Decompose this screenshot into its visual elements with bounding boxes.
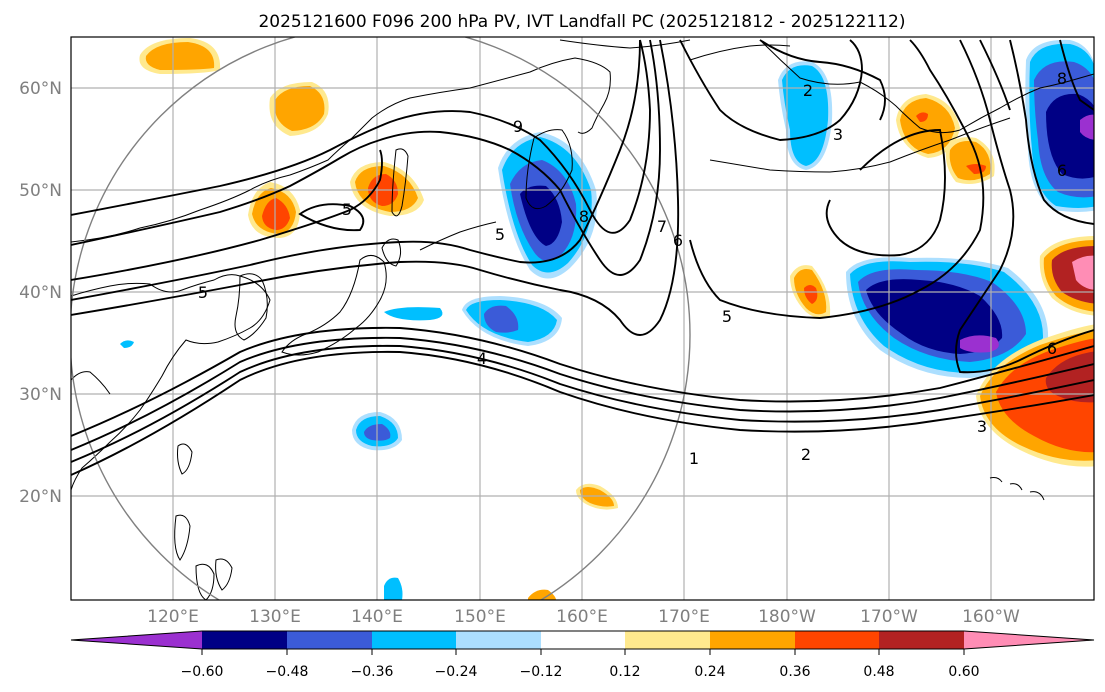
colorbar-tick: 0.60	[948, 664, 979, 680]
pv-contours	[71, 39, 1094, 476]
contour-label: 5	[495, 225, 505, 244]
colorbar-segment	[456, 631, 541, 649]
colorbar-segment	[625, 631, 710, 649]
contour-label: 3	[977, 417, 987, 436]
colorbar-segment	[287, 631, 372, 649]
colorbar-tick: 0.36	[779, 664, 810, 680]
anomaly-blob	[384, 577, 403, 600]
colorbar-tick: 0.24	[694, 664, 725, 680]
lon-label: 150°E	[454, 607, 506, 627]
contour-label: 5	[198, 283, 208, 302]
colorbar-tick: 0.12	[609, 664, 640, 680]
anomaly-blob	[274, 86, 325, 131]
colorbar-segment	[710, 631, 795, 649]
colorbar-segment	[71, 631, 202, 649]
anomaly-blob	[1072, 255, 1094, 290]
contour-label: 8	[579, 207, 589, 226]
anomaly-blob	[262, 198, 290, 230]
colorbar-segment	[964, 631, 1094, 649]
lon-label: 170°E	[658, 607, 710, 627]
anomaly-blob	[120, 340, 134, 348]
anomaly-blob	[145, 42, 215, 70]
lat-label: 40°N	[19, 283, 62, 303]
contour-label: 7	[657, 217, 667, 236]
anomaly-blob	[916, 112, 928, 122]
contour-label: 4	[477, 349, 487, 368]
gridlines	[71, 37, 1094, 600]
contour-labels: 9 8 7 6 5 5 5 5 4 3 3 2 2 1 6 6 8	[198, 69, 1067, 468]
lat-label: 30°N	[19, 385, 62, 405]
contour-label: 6	[673, 231, 683, 250]
contour-label: 5	[342, 200, 352, 219]
contour-label: 8	[1057, 69, 1067, 88]
colorbar-segment	[879, 631, 964, 649]
lon-label: 130°E	[249, 607, 301, 627]
lon-label: 180°W	[758, 607, 816, 627]
colorbar-segment	[795, 631, 879, 649]
anomaly-blob	[580, 487, 614, 507]
colorbar-tick: −0.24	[435, 664, 478, 680]
colorbar: −0.60 −0.48 −0.36 −0.24 −0.12 0.12 0.24 …	[70, 630, 1095, 680]
colorbar-tick: −0.60	[181, 664, 224, 680]
lat-label: 60°N	[19, 79, 62, 99]
lat-label: 50°N	[19, 181, 62, 201]
colorbar-segment	[372, 631, 456, 649]
lon-label: 120°E	[147, 607, 199, 627]
lon-label: 170°W	[860, 607, 918, 627]
map-frame	[70, 36, 1095, 601]
latitude-labels: 60°N 50°N 40°N 30°N 20°N	[19, 79, 62, 507]
contour-label: 2	[801, 445, 811, 464]
colorbar-segment	[202, 631, 287, 649]
contour-label: 2	[803, 81, 813, 100]
contour-label: 1	[689, 449, 699, 468]
colorbar-tick: −0.12	[520, 664, 563, 680]
range-circle	[71, 37, 691, 600]
anomaly-blob	[1080, 114, 1094, 140]
contour-label: 6	[1057, 161, 1067, 180]
anomaly-blob	[1046, 93, 1094, 179]
contour-label: 6	[1047, 339, 1057, 358]
lon-label: 160°E	[556, 607, 608, 627]
anomaly-blob	[782, 65, 829, 166]
colorbar-tick: −0.48	[266, 664, 309, 680]
anomaly-blob	[804, 285, 818, 304]
anomaly-blob	[960, 335, 999, 353]
anomaly-blob	[528, 589, 556, 600]
contour-label: 5	[722, 307, 732, 326]
colorbar-tick: −0.36	[351, 664, 394, 680]
lon-label: 160°W	[962, 607, 1020, 627]
colorbar-tick: 0.48	[863, 664, 894, 680]
contour-label: 3	[833, 125, 843, 144]
anomaly-blob	[484, 305, 519, 333]
anomaly-blob	[1045, 351, 1094, 403]
contour-label: 9	[513, 117, 523, 136]
coastlines	[71, 39, 1094, 600]
map-panel: 9 8 7 6 5 5 5 5 4 3 3 2 2 1 6 6 8	[70, 36, 1095, 601]
longitude-labels: 120°E 130°E 140°E 150°E 160°E 170°E 180°…	[147, 607, 1020, 627]
lon-label: 140°E	[351, 607, 403, 627]
map-title: 2025121600 F096 200 hPa PV, IVT Landfall…	[258, 12, 905, 32]
colorbar-segment	[541, 631, 625, 649]
anomaly-blob	[384, 307, 443, 321]
anomaly-blob	[866, 279, 1003, 354]
lat-label: 20°N	[19, 487, 62, 507]
